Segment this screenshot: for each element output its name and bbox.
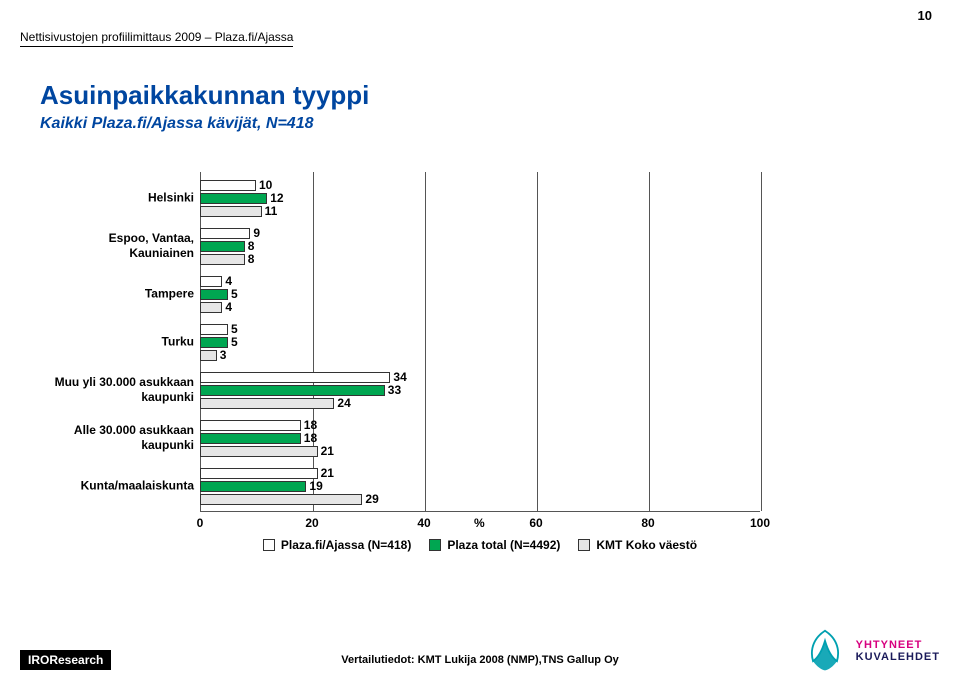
bar: 21	[200, 468, 318, 479]
bar-value-label: 4	[225, 274, 232, 288]
bar: 9	[200, 228, 250, 239]
legend-item: Plaza.fi/Ajassa (N=418)	[263, 538, 411, 552]
bar: 5	[200, 289, 228, 300]
bar: 12	[200, 193, 267, 204]
x-tick-label: 100	[750, 516, 770, 530]
category-group: Turku553	[30, 320, 800, 364]
category-group: Muu yli 30.000 asukkaankaupunki343324	[30, 368, 800, 412]
bar-value-label: 5	[231, 322, 238, 336]
footer-logo-right: YHTYNEET KUVALEHDET	[802, 628, 940, 674]
category-label: Kunta/maalaiskunta	[30, 479, 194, 494]
legend-label: Plaza total (N=4492)	[447, 538, 560, 552]
bar-value-label: 12	[270, 191, 283, 205]
bar: 11	[200, 206, 262, 217]
chart-area: Plaza.fi/Ajassa (N=418) Plaza total (N=44…	[30, 172, 800, 562]
footer-logo-left: IROResearch	[20, 650, 111, 670]
bar: 10	[200, 180, 256, 191]
category-label: Muu yli 30.000 asukkaankaupunki	[30, 375, 194, 405]
bar: 8	[200, 254, 245, 265]
footer-citation: Vertailutiedot: KMT Lukija 2008 (NMP),TN…	[341, 654, 619, 666]
category-group: Alle 30.000 asukkaankaupunki181821	[30, 416, 800, 460]
category-label: Turku	[30, 335, 194, 350]
legend-swatch	[429, 539, 441, 551]
x-tick-label: 40	[417, 516, 430, 530]
bar-value-label: 18	[304, 418, 317, 432]
bar-value-label: 29	[365, 492, 378, 506]
bar: 18	[200, 433, 301, 444]
legend-item: Plaza total (N=4492)	[429, 538, 560, 552]
bar: 19	[200, 481, 306, 492]
bar-value-label: 8	[248, 252, 255, 266]
header-strip: Nettisivustojen profiilimittaus 2009 – P…	[20, 30, 293, 47]
bar: 3	[200, 350, 217, 361]
bar: 4	[200, 276, 222, 287]
chart-subtitle: Kaikki Plaza.fi/Ajassa kävijät, N=418	[40, 115, 369, 133]
legend-item: KMT Koko väestö	[578, 538, 697, 552]
category-group: Espoo, Vantaa,Kauniainen988	[30, 224, 800, 268]
header-text: Nettisivustojen profiilimittaus 2009 – P…	[20, 30, 293, 47]
category-group: Tampere454	[30, 272, 800, 316]
x-tick-label: 0	[197, 516, 204, 530]
legend-swatch	[578, 539, 590, 551]
category-label: Alle 30.000 asukkaankaupunki	[30, 423, 194, 453]
bar-value-label: 8	[248, 239, 255, 253]
logo-line1: YHTYNEET	[856, 639, 940, 651]
bar-value-label: 21	[321, 466, 334, 480]
bar: 4	[200, 302, 222, 313]
bar-value-label: 9	[253, 226, 260, 240]
logo-line2: KUVALEHDET	[856, 651, 940, 663]
bar: 34	[200, 372, 390, 383]
bar: 5	[200, 337, 228, 348]
page-number: 10	[918, 8, 932, 23]
bar-value-label: 4	[225, 300, 232, 314]
bar-value-label: 3	[220, 348, 227, 362]
bar: 29	[200, 494, 362, 505]
bar-value-label: 34	[393, 370, 406, 384]
x-axis-unit: %	[474, 516, 485, 530]
bar-value-label: 24	[337, 396, 350, 410]
footer-logo-text: YHTYNEET KUVALEHDET	[856, 639, 940, 663]
bar-value-label: 18	[304, 431, 317, 445]
bar: 21	[200, 446, 318, 457]
bar-value-label: 21	[321, 444, 334, 458]
bar: 8	[200, 241, 245, 252]
bar-value-label: 33	[388, 383, 401, 397]
category-group: Helsinki101211	[30, 176, 800, 220]
x-tick-label: 80	[641, 516, 654, 530]
category-label: Espoo, Vantaa,Kauniainen	[30, 231, 194, 261]
category-label: Tampere	[30, 287, 194, 302]
legend-label: Plaza.fi/Ajassa (N=418)	[281, 538, 411, 552]
title-block: Asuinpaikkakunnan tyyppi Kaikki Plaza.fi…	[40, 80, 369, 133]
x-tick-label: 20	[305, 516, 318, 530]
bar-value-label: 19	[309, 479, 322, 493]
category-label: Helsinki	[30, 191, 194, 206]
bar-value-label: 5	[231, 287, 238, 301]
legend-swatch	[263, 539, 275, 551]
bar: 24	[200, 398, 334, 409]
legend: Plaza.fi/Ajassa (N=418) Plaza total (N=44…	[200, 538, 760, 552]
leaf-icon	[802, 628, 848, 674]
x-tick-label: 60	[529, 516, 542, 530]
bar-value-label: 10	[259, 178, 272, 192]
bar: 5	[200, 324, 228, 335]
legend-label: KMT Koko väestö	[596, 538, 697, 552]
bar: 33	[200, 385, 385, 396]
bar-value-label: 5	[231, 335, 238, 349]
bar-value-label: 11	[265, 204, 278, 218]
bar: 18	[200, 420, 301, 431]
category-group: Kunta/maalaiskunta211929	[30, 464, 800, 508]
chart-title: Asuinpaikkakunnan tyyppi	[40, 80, 369, 111]
